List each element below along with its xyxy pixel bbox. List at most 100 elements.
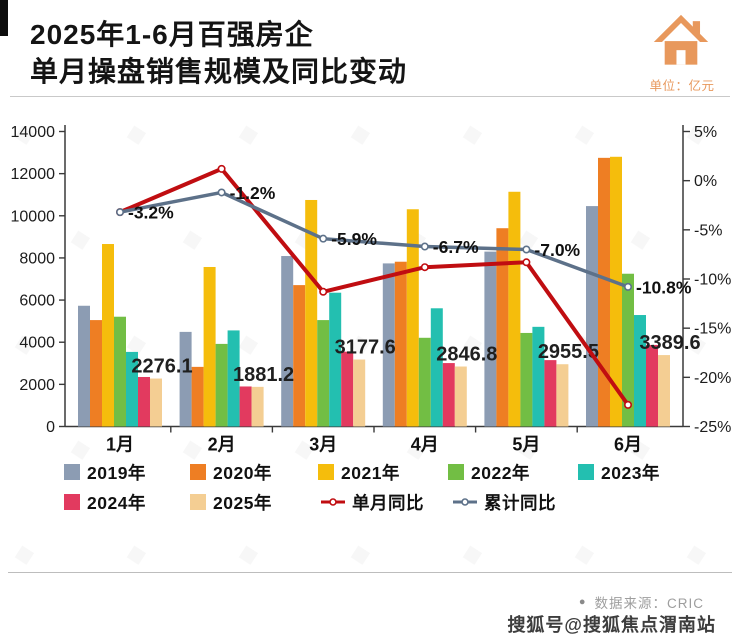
legend-swatch-icon bbox=[64, 494, 80, 510]
right-axis-tick-label: -15% bbox=[694, 321, 731, 338]
left-axis-tick-label: 8000 bbox=[19, 250, 55, 267]
title-line-1: 2025年1-6月百强房企 bbox=[30, 19, 314, 50]
bar-2019年-3月 bbox=[281, 256, 294, 427]
bar-2021年-6月 bbox=[610, 156, 622, 427]
line-point-label: -7.0% bbox=[534, 240, 580, 260]
title-line-2: 单月操盘销售规模及同比变动 bbox=[30, 56, 408, 87]
line-point-单月同比-2月 bbox=[217, 164, 226, 173]
bar-2021年-3月 bbox=[305, 199, 318, 427]
bar-2024年-2月 bbox=[239, 386, 252, 427]
x-axis-category-label: 3月 bbox=[309, 435, 337, 455]
bar-2023年-4月 bbox=[430, 308, 443, 427]
bar-2023年-1月 bbox=[126, 351, 138, 427]
legend-label: 2023年 bbox=[601, 462, 660, 483]
legend-swatch-icon bbox=[190, 494, 206, 510]
bar-2025年-4月 bbox=[454, 366, 467, 427]
bar-2021年-1月 bbox=[102, 244, 114, 427]
bar-value-label: 3177.6 bbox=[335, 337, 396, 359]
footer-divider bbox=[8, 572, 732, 573]
bar-2024年-4月 bbox=[442, 363, 455, 427]
line-point-累计同比-3月 bbox=[319, 234, 328, 243]
house-icon bbox=[653, 14, 709, 65]
bar-2025年-5月 bbox=[556, 364, 569, 427]
legend-swatch-icon bbox=[318, 464, 334, 480]
line-point-累计同比-2月 bbox=[217, 188, 226, 197]
right-axis-tick-label: -10% bbox=[694, 272, 731, 289]
left-axis-tick-label: 0 bbox=[46, 419, 55, 436]
line-point-label: -10.8% bbox=[636, 277, 692, 297]
legend-item-2025年: 2025年 bbox=[190, 492, 272, 513]
bar-2025年-2月 bbox=[251, 386, 264, 427]
legend-swatch-icon bbox=[578, 464, 594, 480]
bar-2019年-4月 bbox=[382, 263, 395, 427]
bar-2024年-5月 bbox=[544, 360, 557, 427]
bar-2022年-3月 bbox=[317, 320, 330, 427]
left-axis-tick-label: 6000 bbox=[19, 293, 55, 310]
bar-2024年-6月 bbox=[646, 344, 658, 427]
legend-swatch-icon bbox=[190, 464, 206, 480]
line-point-单月同比-6月 bbox=[623, 400, 632, 409]
legend-label: 累计同比 bbox=[484, 492, 556, 513]
left-axis-tick-label: 12000 bbox=[11, 166, 56, 183]
page-title: 2025年1-6月百强房企 单月操盘销售规模及同比变动 bbox=[30, 16, 590, 90]
x-axis-category-label: 6月 bbox=[614, 435, 642, 455]
line-point-label: -6.7% bbox=[433, 237, 479, 257]
legend-item-2024年: 2024年 bbox=[64, 492, 146, 513]
bar-2023年-6月 bbox=[634, 315, 646, 427]
line-point-label: -3.2% bbox=[128, 203, 174, 223]
bar-2023年-2月 bbox=[227, 330, 240, 427]
corner-mark bbox=[0, 0, 8, 36]
bar-2020年-3月 bbox=[293, 285, 306, 427]
publisher-watermark: 搜狐号@搜狐焦点渭南站 bbox=[507, 615, 716, 635]
legend-swatch-icon bbox=[448, 464, 464, 480]
line-单月同比 bbox=[118, 166, 630, 407]
legend-label: 2024年 bbox=[87, 492, 146, 513]
bar-2023年-3月 bbox=[329, 292, 342, 427]
data-source-text: 数据来源：CRIC bbox=[594, 596, 704, 611]
bar-2024年-1月 bbox=[138, 376, 150, 427]
legend-label: 2019年 bbox=[87, 462, 146, 483]
legend-label: 2021年 bbox=[341, 462, 400, 483]
unit-label: 单位：亿元 bbox=[649, 79, 715, 93]
data-source: ● 数据来源：CRIC bbox=[579, 592, 704, 612]
bar-value-label: 2276.1 bbox=[131, 356, 192, 378]
legend-label: 2025年 bbox=[213, 492, 272, 513]
legend-item-2022年: 2022年 bbox=[448, 462, 530, 483]
bar-2019年-1月 bbox=[78, 305, 90, 427]
right-axis-tick-label: 0% bbox=[694, 173, 717, 190]
bar-2024年-3月 bbox=[341, 351, 354, 427]
right-axis-tick-label: -25% bbox=[694, 419, 731, 436]
bar-2020年-5月 bbox=[496, 228, 509, 427]
bar-2025年-6月 bbox=[658, 355, 670, 427]
line-point-累计同比-4月 bbox=[420, 242, 429, 251]
legend-line-marker-icon bbox=[453, 498, 477, 506]
bar-value-label: 2955.5 bbox=[538, 341, 599, 363]
legend-item-2021年: 2021年 bbox=[318, 462, 400, 483]
legend-item-2023年: 2023年 bbox=[578, 462, 660, 483]
bar-2020年-4月 bbox=[394, 261, 407, 427]
left-axis-tick-label: 10000 bbox=[11, 208, 56, 225]
right-axis-tick-label: -20% bbox=[694, 370, 731, 387]
legend-swatch-icon bbox=[64, 464, 80, 480]
bar-2021年-5月 bbox=[508, 191, 521, 427]
bar-2025年-1月 bbox=[150, 378, 162, 427]
line-point-单月同比-4月 bbox=[420, 263, 429, 272]
right-axis-tick-label: -5% bbox=[694, 222, 722, 239]
bar-2020年-2月 bbox=[191, 366, 204, 427]
bar-2019年-5月 bbox=[484, 251, 497, 427]
left-axis-tick-label: 4000 bbox=[19, 335, 55, 352]
line-point-累计同比-6月 bbox=[623, 282, 632, 291]
line-point-累计同比-1月 bbox=[116, 208, 125, 217]
bar-2020年-1月 bbox=[90, 320, 102, 427]
legend-item-2020年: 2020年 bbox=[190, 462, 272, 483]
bar-2022年-1月 bbox=[114, 316, 126, 427]
combo-chart: 0 2000 4000 6000 8000 10000 12000 14000 5% 0% -5% -… bbox=[11, 124, 732, 455]
line-point-单月同比-5月 bbox=[522, 258, 531, 267]
legend-line-marker-icon bbox=[321, 498, 345, 506]
x-axis-category-label: 5月 bbox=[512, 435, 540, 455]
bar-2020年-6月 bbox=[598, 157, 610, 427]
bar-value-label: 2846.8 bbox=[436, 344, 497, 366]
x-axis-category-label: 1月 bbox=[106, 435, 134, 455]
left-axis-tick-label: 14000 bbox=[11, 124, 56, 141]
